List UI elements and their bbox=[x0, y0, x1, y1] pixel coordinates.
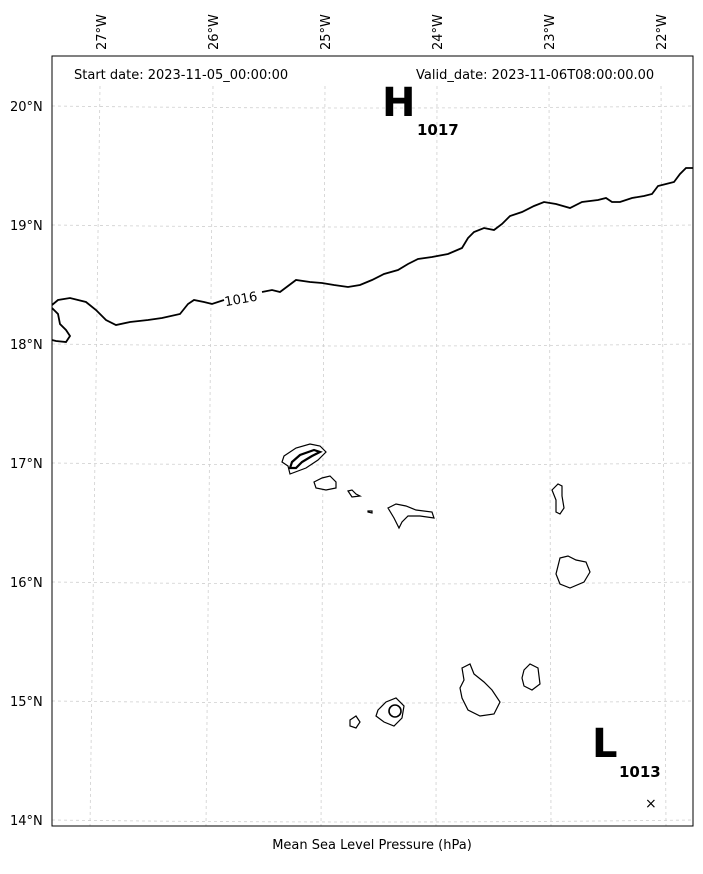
island-inner-contour bbox=[288, 448, 323, 470]
map-frame bbox=[51, 55, 694, 827]
isobar-line-east bbox=[261, 167, 693, 293]
parallel-18n bbox=[51, 343, 694, 347]
island-islet bbox=[367, 510, 373, 514]
parallel-16n bbox=[51, 581, 694, 585]
lon-label-26w: 26°W bbox=[207, 14, 222, 50]
parallel-19n bbox=[51, 224, 694, 228]
lat-label-20n: 20°N bbox=[10, 100, 43, 115]
lat-label-16n: 16°N bbox=[10, 576, 43, 591]
island-boa-vista bbox=[555, 555, 591, 589]
parallel-14n bbox=[51, 819, 694, 823]
meridian-22w bbox=[660, 85, 667, 827]
parallel-17n bbox=[51, 462, 694, 466]
start-date: Start date: 2023-11-05_00:00:00 bbox=[74, 68, 288, 83]
high-letter: H bbox=[382, 80, 415, 126]
parallel-15n bbox=[51, 700, 694, 704]
lat-label-17n: 17°N bbox=[10, 457, 43, 472]
lon-label-23w: 23°W bbox=[543, 14, 558, 50]
island-sao-vicente bbox=[313, 475, 337, 491]
isobar-line bbox=[51, 297, 225, 326]
high-value: 1017 bbox=[417, 121, 459, 139]
island-sao-nicolau bbox=[387, 503, 435, 530]
parallel-20n bbox=[51, 105, 694, 109]
coastlines bbox=[281, 443, 591, 729]
lon-label-24w: 24°W bbox=[431, 14, 446, 50]
island-sal bbox=[551, 483, 565, 515]
low-letter: L bbox=[592, 721, 618, 767]
meridian-26w bbox=[205, 85, 214, 827]
lat-label-14n: 14°N bbox=[10, 814, 43, 829]
meridian-24w bbox=[435, 85, 438, 827]
graticule bbox=[51, 85, 694, 827]
isobar-1016-label: 1016 bbox=[223, 290, 258, 311]
low-value: 1013 bbox=[619, 763, 661, 781]
meridian-23w bbox=[548, 85, 552, 827]
isobar-line-sw bbox=[51, 307, 72, 343]
lon-tick-labels: 27°W 26°W 25°W 24°W 23°W 22°W bbox=[95, 14, 670, 50]
x-axis-label: Mean Sea Level Pressure (hPa) bbox=[272, 838, 472, 853]
lon-label-27w: 27°W bbox=[95, 14, 110, 50]
low-center-marker: × bbox=[645, 796, 657, 812]
island-santa-luzia bbox=[347, 489, 363, 498]
meridian-27w bbox=[89, 85, 101, 827]
lon-label-22w: 22°W bbox=[655, 14, 670, 50]
lat-label-18n: 18°N bbox=[10, 338, 43, 353]
island-santo-antao bbox=[281, 443, 327, 475]
island-maio bbox=[521, 663, 541, 691]
island-santiago bbox=[459, 663, 501, 717]
isobar-1016: 1016 bbox=[51, 167, 693, 343]
lat-label-15n: 15°N bbox=[10, 695, 43, 710]
island-fogo bbox=[375, 697, 405, 727]
high-pressure-center: H 1017 bbox=[382, 80, 459, 139]
lat-label-19n: 19°N bbox=[10, 219, 43, 234]
lon-label-25w: 25°W bbox=[319, 14, 334, 50]
valid-date: Valid_date: 2023-11-06T08:00:00.00 bbox=[416, 68, 654, 83]
low-pressure-center: L 1013 × bbox=[592, 721, 661, 812]
fogo-inner-contour bbox=[388, 704, 402, 718]
lat-tick-labels: 20°N 19°N 18°N 17°N 16°N 15°N 14°N bbox=[10, 100, 43, 829]
island-brava bbox=[349, 715, 361, 729]
